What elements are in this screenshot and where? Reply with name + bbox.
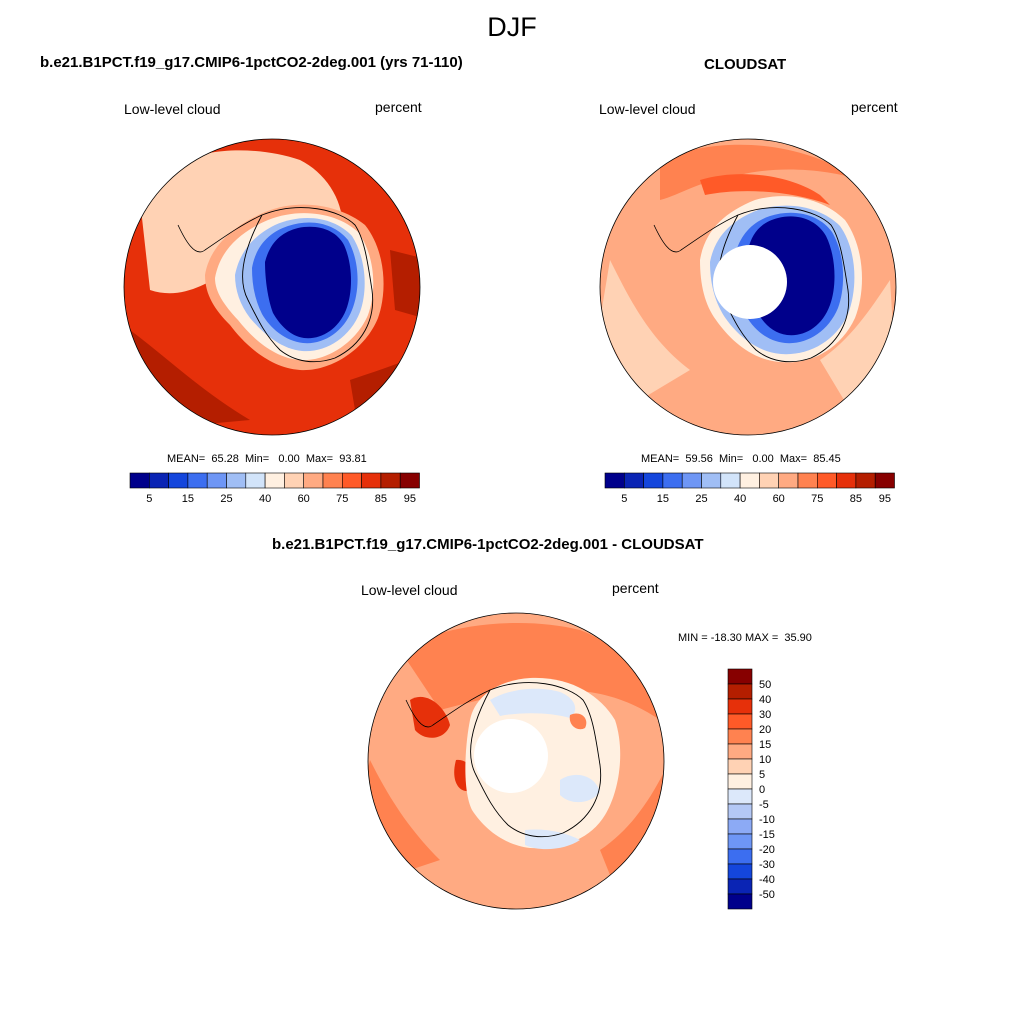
panel3-colorbar-tick-label: 5 <box>759 769 765 781</box>
panel1-stats: MEAN= 65.28 Min= 0.00 Max= 93.81 <box>167 453 367 465</box>
panel3-title: b.e21.B1PCT.f19_g17.CMIP6-1pctCO2-2deg.0… <box>272 536 704 553</box>
panel1-colorbar-box <box>303 472 324 489</box>
panel1-colorbar-box <box>149 472 169 489</box>
panel1-colorbar-box <box>264 472 285 489</box>
panel1-map <box>123 138 421 436</box>
panel2-colorbar-box <box>778 472 799 489</box>
panel1-colorbar-tick-label: 75 <box>336 493 348 505</box>
figure-title: DJF <box>487 12 537 42</box>
panel1-colorbar-box <box>206 472 227 489</box>
panel3-colorbar-tick-label: 15 <box>759 739 771 751</box>
panel2-units-label: percent <box>851 99 898 115</box>
panel1-colorbar-tick-label: 60 <box>298 493 310 505</box>
panel1-colorbar-box <box>187 472 208 489</box>
panel2-colorbar: 5 15 25 40 60 75 85 95 <box>604 472 895 505</box>
panel3-colorbar-tick-label: -40 <box>759 874 775 886</box>
panel1-units-label: percent <box>375 99 422 115</box>
panel1-colorbar-box <box>322 472 343 489</box>
panel1-colorbar-tick-label: 95 <box>404 493 416 505</box>
panel1-colorbar-box <box>341 472 362 489</box>
panel1-colorbar-box <box>399 472 420 489</box>
panel2-colorbar-tick-label: 25 <box>695 493 707 505</box>
panel2-colorbar-box <box>874 472 895 489</box>
panel1-colorbar-tick-label: 85 <box>375 493 387 505</box>
panel1-colorbar-tick-label: 5 <box>146 493 152 505</box>
panel1-colorbar-box <box>361 472 382 489</box>
panel3-stats: MIN = -18.30 MAX = 35.90 <box>678 632 812 644</box>
panel2-colorbar-tick-label: 95 <box>879 493 891 505</box>
panel1-colorbar-box <box>284 472 304 489</box>
panel3-colorbar-box <box>727 683 753 700</box>
panel3-colorbar-box <box>727 713 753 730</box>
panel1-colorbar-tick-label: 25 <box>220 493 232 505</box>
panel2-variable-label: Low-level cloud <box>599 101 696 117</box>
panel3-colorbar-box <box>727 743 753 760</box>
panel1-colorbar-box <box>226 472 247 489</box>
panel3-colorbar-box <box>727 893 753 910</box>
panel2-colorbar-box <box>604 472 625 489</box>
panel2-colorbar-tick-label: 85 <box>850 493 862 505</box>
panel3-colorbar-box <box>727 878 753 895</box>
panel2-colorbar-box <box>701 472 722 489</box>
panel3-colorbar-tick-label: 0 <box>759 784 765 796</box>
panel2-colorbar-box <box>855 472 876 489</box>
panel3-colorbar-tick-label: 30 <box>759 709 771 721</box>
panel3-colorbar-tick-label: 10 <box>759 754 771 766</box>
panel3-map <box>367 612 665 910</box>
panel2-colorbar-box <box>836 472 857 489</box>
panel3-colorbar-tick-label: -5 <box>759 799 769 811</box>
panel3-colorbar-tick-label: 20 <box>759 724 771 736</box>
panel1-colorbar-box <box>380 472 401 489</box>
panel1-colorbar-box <box>129 472 150 489</box>
panel2-colorbar-tick-label: 15 <box>657 493 669 505</box>
panel3-colorbar-box <box>727 848 753 865</box>
panel2-colorbar-box <box>797 472 818 489</box>
panel1-variable-label: Low-level cloud <box>124 101 221 117</box>
panel1-colorbar-box <box>245 472 266 489</box>
panel2-colorbar-box <box>662 472 683 489</box>
panel3-colorbar-box <box>727 803 753 820</box>
panel3-units-label: percent <box>612 580 659 596</box>
panel1-colorbar-tick-label: 40 <box>259 493 271 505</box>
panel3-colorbar-box <box>727 773 753 790</box>
panel3-colorbar-tick-label: -10 <box>759 814 775 826</box>
panel2-stats: MEAN= 59.56 Min= 0.00 Max= 85.45 <box>641 453 841 465</box>
panel1-colorbar-box <box>168 472 189 489</box>
panel2-colorbar-tick-label: 40 <box>734 493 746 505</box>
panel3-colorbar-box <box>727 758 753 775</box>
panel3-colorbar-box <box>727 833 753 850</box>
panel2-colorbar-box <box>720 472 741 489</box>
panel3-colorbar-tick-label: 50 <box>759 679 771 691</box>
panel2-title: CLOUDSAT <box>704 56 787 73</box>
panel3-colorbar-box <box>727 698 753 715</box>
panel3-colorbar-tick-label: -20 <box>759 844 775 856</box>
panel3-variable-label: Low-level cloud <box>361 582 458 598</box>
panel2-colorbar-box <box>759 472 780 489</box>
panel3-colorbar-tick-label: -30 <box>759 859 775 871</box>
panel2-colorbar-tick-label: 5 <box>621 493 627 505</box>
panel2-colorbar-box <box>739 472 760 489</box>
panel2-colorbar-tick-label: 60 <box>773 493 785 505</box>
panel3-colorbar-tick-label: -50 <box>759 889 775 901</box>
panel3-colorbar-box <box>727 728 753 745</box>
panel1-colorbar: 5 15 25 40 60 75 85 95 <box>129 472 420 505</box>
panel2-map <box>599 138 897 436</box>
panel2-colorbar-box <box>681 472 702 489</box>
panel2-colorbar-box <box>623 472 644 489</box>
panel1-colorbar-tick-label: 15 <box>182 493 194 505</box>
panel2-colorbar-box <box>816 472 837 489</box>
panel2-colorbar-tick-label: 75 <box>811 493 823 505</box>
panel1-title: b.e21.B1PCT.f19_g17.CMIP6-1pctCO2-2deg.0… <box>40 54 463 71</box>
panel3-colorbar-box <box>727 668 753 685</box>
panel2-colorbar-box <box>643 472 664 489</box>
panel3-colorbar-box <box>727 863 753 880</box>
panel3-colorbar-box <box>727 788 753 805</box>
panel3-colorbar-tick-label: 40 <box>759 694 771 706</box>
panel3-colorbar-box <box>727 818 753 835</box>
panel3-colorbar-tick-label: -15 <box>759 829 775 841</box>
